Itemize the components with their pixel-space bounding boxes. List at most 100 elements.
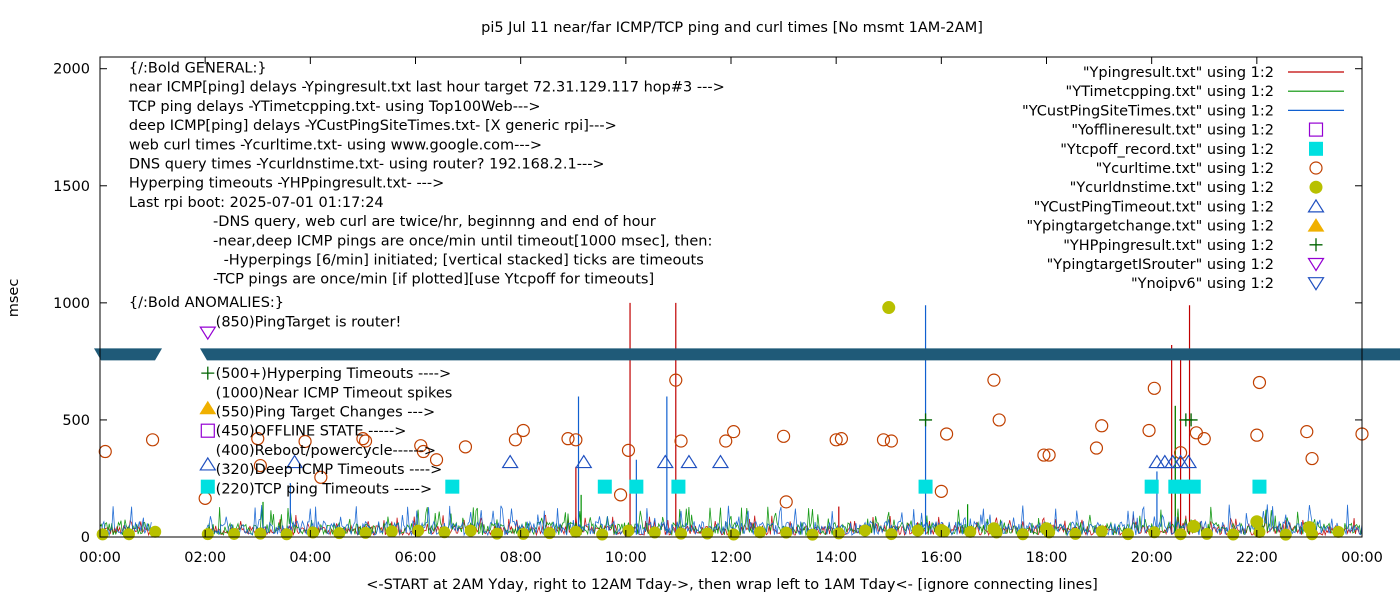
x-tick-label-3: 06:00	[395, 550, 437, 566]
point-circle-open-16	[569, 433, 583, 447]
point-square-filled-9	[1252, 479, 1267, 494]
point-circle-open-2	[198, 491, 212, 505]
point-circle-open-13	[508, 433, 523, 447]
dns-baseline-point	[412, 524, 425, 537]
point-circle-open-11	[429, 453, 444, 467]
legend-label-5: "Ycurltime.txt" using 1:2	[1096, 161, 1274, 177]
dns-baseline-point	[149, 525, 162, 538]
x-tick-label-8: 16:00	[920, 550, 962, 566]
anomaly-marker-5	[200, 479, 215, 494]
dns-baseline-point	[96, 528, 109, 541]
dns-baseline-point	[727, 528, 740, 541]
legend-label-8: "Ypingtargetchange.txt" using 1:2	[1026, 219, 1274, 235]
note-11: -TCP pings are once/min [if plotted][use…	[213, 272, 654, 288]
point-circle-open-23	[776, 429, 791, 443]
dns-baseline-point	[1332, 525, 1345, 538]
legend-label-9: "YHPpingresult.txt" using 1:2	[1063, 238, 1274, 254]
point-triangle-up-open-7	[1156, 454, 1174, 469]
point-circle-open-45	[1305, 451, 1319, 466]
legend-label-1: "YTimetcpping.txt" using 1:2	[1066, 84, 1274, 100]
x-tick-label-10: 20:00	[1131, 550, 1173, 566]
point-plus-2	[1184, 413, 1198, 427]
legend-swatch-11	[1307, 277, 1325, 291]
point-triangle-up-open-8	[1164, 454, 1182, 469]
note-5: DNS query times -Ycurldnstime.txt- using…	[129, 157, 605, 173]
point-circle-open-32	[992, 413, 1006, 427]
legend-label-0: "Ypingresult.txt" using 1:2	[1083, 65, 1274, 81]
legend-label-2: "YCustPingSiteTimes.txt" using 1:2	[1022, 103, 1274, 119]
legend-swatch-5	[1309, 161, 1323, 175]
point-circle-open-18	[621, 443, 636, 457]
point-circle-filled-0	[882, 301, 896, 315]
point-circle-open-24	[779, 495, 793, 509]
legend-layer: "Ypingresult.txt" using 1:2 "YTimetcpping…	[1022, 65, 1344, 292]
banner-layer	[94, 348, 1400, 361]
dns-baseline-point	[1148, 526, 1161, 539]
note-18: (400)Reboot/powercycle------>	[216, 443, 436, 459]
y-tick-label-3: 1500	[53, 179, 90, 195]
x-tick-label-9: 18:00	[1026, 550, 1068, 566]
point-circle-open-44	[1300, 425, 1314, 439]
x-axis-label: <-START at 2AM Yday, right to 12AM Tday-…	[366, 577, 1098, 593]
point-circle-open-39	[1173, 446, 1188, 460]
dns-baseline-point	[1279, 528, 1292, 541]
note-8: -DNS query, web curl are twice/hr, begin…	[213, 214, 656, 230]
point-circle-open-1	[145, 433, 160, 447]
point-circle-open-27	[876, 433, 891, 447]
dns-baseline-point	[859, 524, 872, 537]
legend-label-7: "YCustPingTimeout.txt" using 1:2	[1034, 199, 1274, 215]
point-square-filled-3	[671, 479, 686, 494]
dns-baseline-point	[280, 528, 293, 541]
point-circle-open-14	[516, 423, 530, 438]
point-circle-open-4	[253, 458, 267, 473]
dns-baseline-point	[1174, 528, 1187, 541]
point-circle-open-15	[561, 432, 575, 446]
legend-swatch-3	[1308, 122, 1324, 137]
dns-baseline-point	[675, 527, 688, 540]
point-circle-open-30	[939, 427, 954, 441]
point-triangle-up-open-0	[285, 454, 304, 469]
dns-baseline-point	[359, 526, 372, 539]
x-tick-label-6: 12:00	[710, 550, 752, 566]
dns-baseline-point	[1095, 525, 1108, 538]
anomaly-marker-1	[201, 366, 215, 380]
point-triangle-up-open-1	[501, 454, 519, 469]
point-circle-open-17	[613, 488, 628, 502]
point-circle-open-40	[1189, 426, 1203, 440]
note-10: -Hyperpings [6/min] initiated; [vertical…	[224, 253, 704, 269]
point-circle-open-25	[829, 433, 843, 447]
x-tick-label-11: 22:00	[1236, 550, 1278, 566]
point-circle-open-21	[719, 434, 733, 448]
dns-baseline-point	[1122, 528, 1135, 541]
point-circle-open-7	[356, 432, 370, 446]
note-1: near ICMP[ping] delays -Ypingresult.txt …	[129, 80, 725, 96]
dns-baseline-point	[517, 527, 530, 540]
point-circle-open-9	[414, 439, 428, 453]
point-circle-open-12	[458, 440, 473, 454]
note-2: TCP ping delays -YTimetcpping.txt- using…	[128, 99, 541, 115]
note-6: Hyperping timeouts -YHPpingresult.txt- -…	[129, 176, 444, 192]
note-12: {/:Bold ANOMALIES:}	[129, 295, 284, 311]
legend-label-10: "YpingtargetISrouter" using 1:2	[1047, 257, 1274, 273]
point-circle-open-43	[1252, 375, 1267, 390]
point-circle-filled-1	[1250, 515, 1264, 529]
x-tick-label-2: 04:00	[289, 550, 331, 566]
dns-baseline-point	[254, 527, 267, 540]
point-circle-open-36	[1095, 419, 1109, 433]
note-15: (1000)Near ICMP Timeout spikes	[216, 385, 453, 401]
point-square-filled-1	[597, 479, 612, 494]
point-plus-0	[919, 413, 933, 427]
point-circle-open-31	[987, 373, 1001, 387]
point-square-filled-0	[445, 479, 460, 494]
dns-baseline-point	[1200, 527, 1213, 540]
point-circle-open-26	[834, 432, 849, 446]
dns-baseline-point	[385, 525, 398, 538]
point-triangle-up-open-6	[1148, 454, 1166, 469]
note-13: (850)PingTarget is router!	[216, 314, 402, 330]
point-circle-open-33	[1037, 448, 1051, 462]
note-9: -near,deep ICMP pings are once/min until…	[213, 233, 712, 249]
dns-baseline-point	[753, 526, 766, 539]
dns-baseline-point	[569, 525, 582, 538]
point-triangle-up-open-4	[680, 454, 698, 469]
